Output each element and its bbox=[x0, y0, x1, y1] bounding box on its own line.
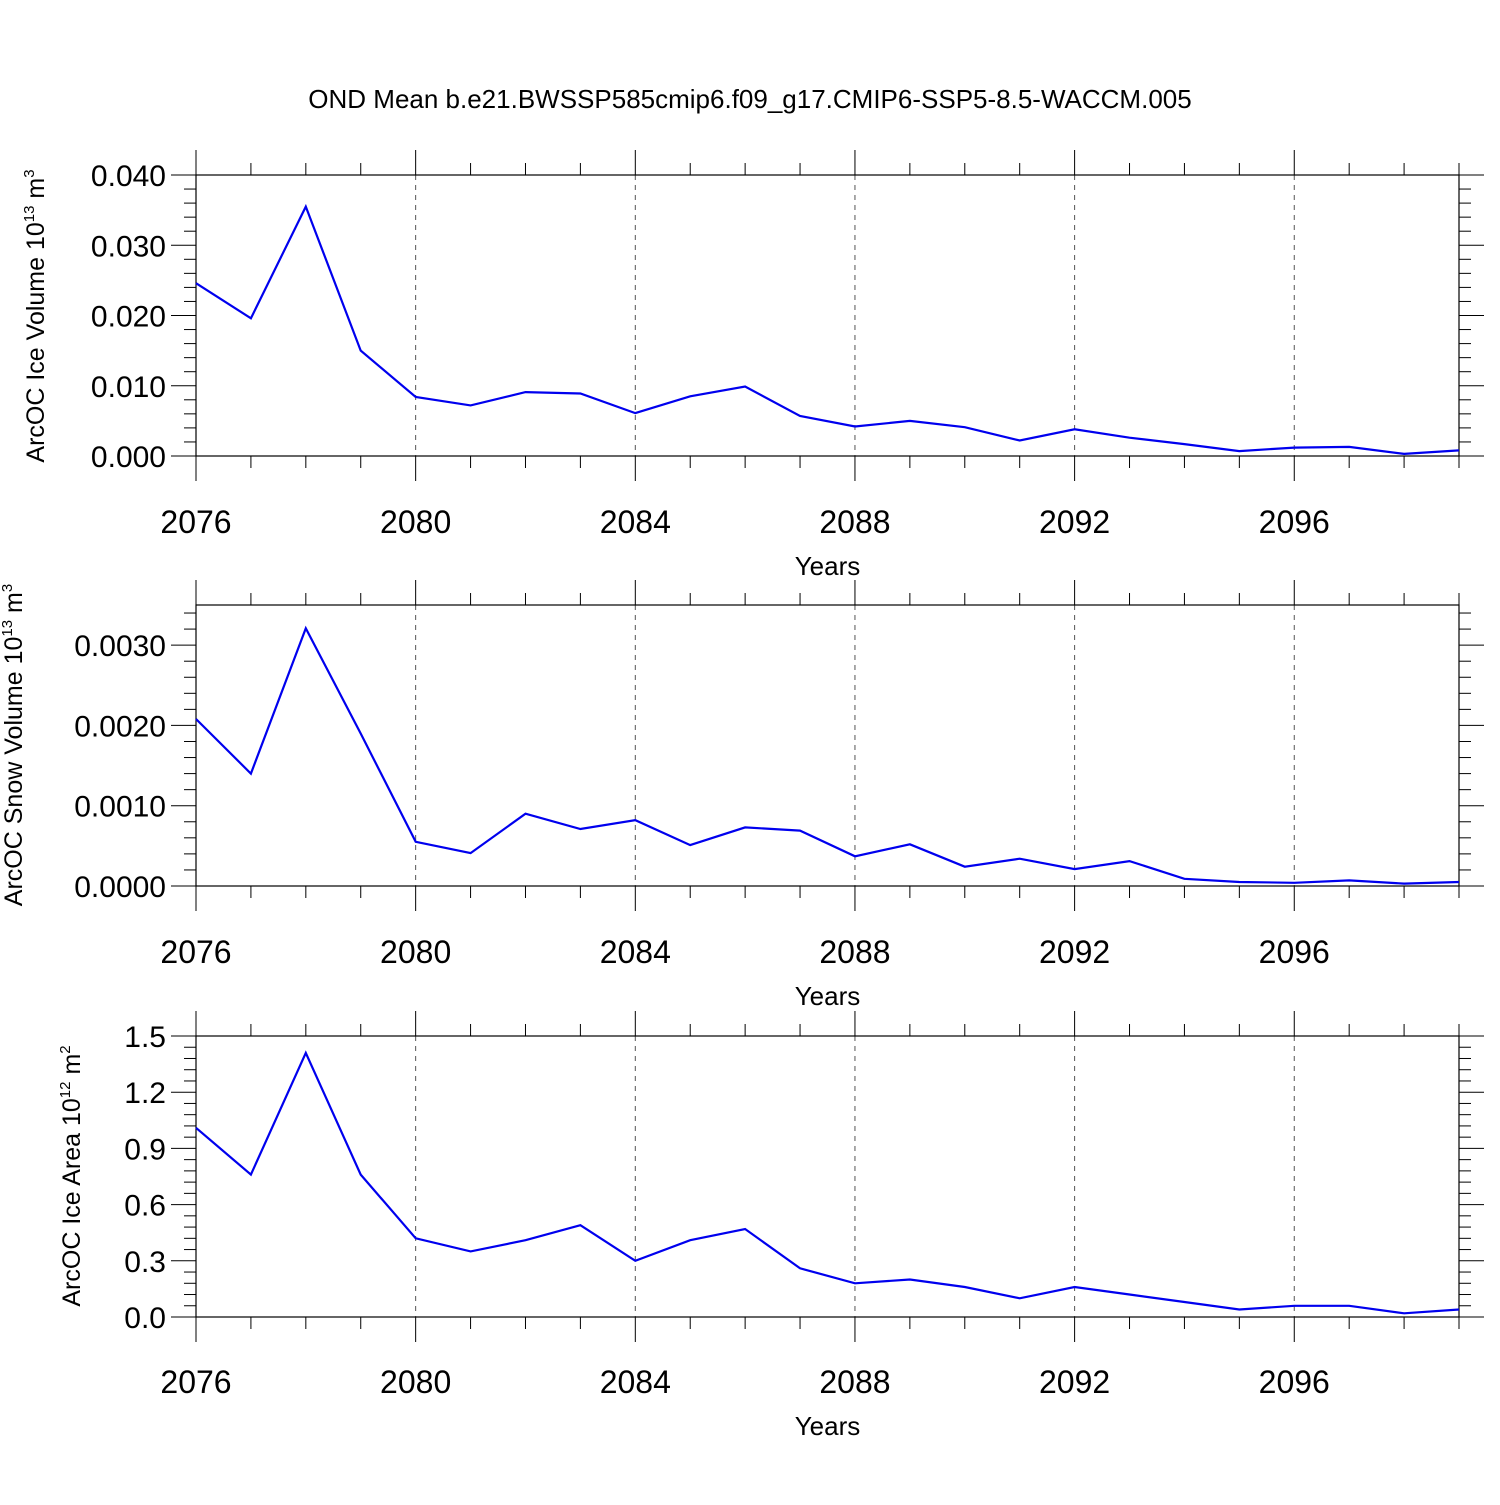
y-tick-label: 0.3 bbox=[124, 1246, 166, 1279]
x-tick-label: 2088 bbox=[819, 934, 890, 970]
x-tick-label: 2076 bbox=[160, 504, 231, 540]
chart-panel-3: 0.0 0.3 0.6 0.9 1.2 1.5 2076 2080 2084 2088 2092 20… bbox=[57, 1011, 1484, 1441]
series-line bbox=[195, 625, 1460, 885]
x-axis-label: Years bbox=[795, 981, 861, 1011]
x-tick-label: 2096 bbox=[1259, 934, 1330, 970]
plot-frame bbox=[195, 1035, 1460, 1318]
x-tick-label: 2076 bbox=[160, 1364, 231, 1400]
figure-title: OND Mean b.e21.BWSSP585cmip6.f09_g17.CMI… bbox=[308, 84, 1191, 114]
x-tick-label: 2080 bbox=[380, 504, 451, 540]
x-axis-label: Years bbox=[795, 1411, 861, 1441]
y-tick-label: 0.0010 bbox=[74, 791, 166, 824]
y-tick-label: 0.0030 bbox=[74, 630, 166, 663]
chart-panel-1: 0.000 0.010 0.020 0.030 0.040 2076 2080 2084 208… bbox=[21, 150, 1484, 581]
series-line bbox=[195, 203, 1460, 456]
y-tick-label: 0.0 bbox=[124, 1302, 166, 1335]
y-tick-label: 0.9 bbox=[124, 1133, 166, 1166]
x-tick-label: 2096 bbox=[1259, 1364, 1330, 1400]
y-tick-label: 0.030 bbox=[91, 230, 166, 263]
x-tick-label: 2092 bbox=[1039, 934, 1110, 970]
plot-frame bbox=[195, 174, 1460, 457]
y-tick-label: 0.0020 bbox=[74, 710, 166, 743]
chart-panel-2: 0.0000 0.0010 0.0020 0.0030 2076 2080 2084 2088… bbox=[0, 580, 1484, 1011]
y-axis-label: ArcOC Ice Volume 1013 m3 bbox=[21, 169, 50, 462]
y-tick-label: 0.010 bbox=[91, 371, 166, 404]
y-tick-label: 0.020 bbox=[91, 301, 166, 334]
y-tick-label: 0.6 bbox=[124, 1190, 166, 1223]
x-tick-label: 2076 bbox=[160, 934, 231, 970]
x-tick-label: 2088 bbox=[819, 1364, 890, 1400]
x-tick-label: 2080 bbox=[380, 1364, 451, 1400]
y-axis-label: ArcOC Ice Area 1012 m2 bbox=[57, 1045, 86, 1306]
x-tick-label: 2096 bbox=[1259, 504, 1330, 540]
series-line bbox=[195, 1050, 1460, 1315]
x-tick-label: 2084 bbox=[600, 1364, 671, 1400]
x-tick-label: 2080 bbox=[380, 934, 451, 970]
y-tick-label: 1.2 bbox=[124, 1077, 166, 1110]
x-tick-label: 2084 bbox=[600, 504, 671, 540]
y-tick-label: 0.000 bbox=[91, 441, 166, 474]
y-tick-label: 1.5 bbox=[124, 1021, 166, 1054]
x-tick-label: 2084 bbox=[600, 934, 671, 970]
y-axis-label: ArcOC Snow Volume 1013 m3 bbox=[0, 584, 28, 906]
y-tick-label: 0.040 bbox=[91, 160, 166, 193]
y-tick-label: 0.0000 bbox=[74, 871, 166, 904]
x-tick-label: 2092 bbox=[1039, 504, 1110, 540]
x-tick-label: 2088 bbox=[819, 504, 890, 540]
x-tick-label: 2092 bbox=[1039, 1364, 1110, 1400]
plot-frame bbox=[195, 604, 1460, 887]
x-axis-label: Years bbox=[795, 551, 861, 581]
